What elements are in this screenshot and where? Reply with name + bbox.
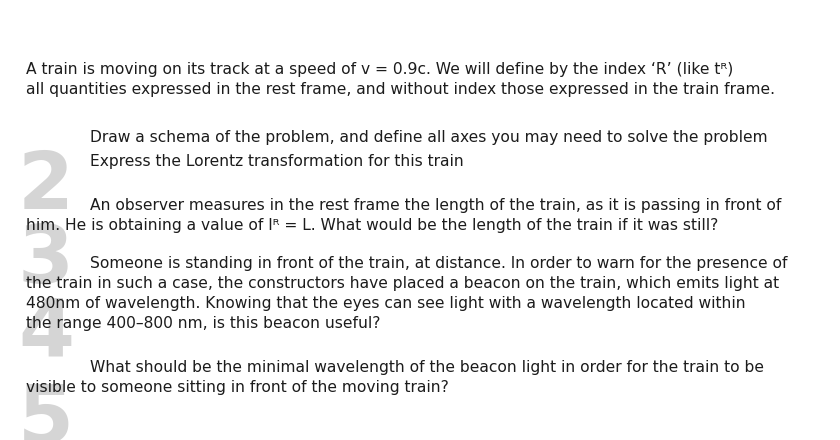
Text: 2: 2 — [18, 148, 74, 226]
Text: visible to someone sitting in front of the moving train?: visible to someone sitting in front of t… — [26, 380, 449, 395]
Text: 4: 4 — [18, 296, 74, 374]
Text: Draw a schema of the problem, and define all axes you may need to solve the prob: Draw a schema of the problem, and define… — [90, 130, 768, 145]
Text: 5: 5 — [18, 382, 74, 440]
Text: all quantities expressed in the rest frame, and without index those expressed in: all quantities expressed in the rest fra… — [26, 82, 775, 97]
Text: Someone is standing in front of the train, at distance. In order to warn for the: Someone is standing in front of the trai… — [90, 256, 788, 271]
Text: A train is moving on its track at a speed of v = 0.9c. We will define by the ind: A train is moving on its track at a spee… — [26, 62, 733, 77]
Text: him. He is obtaining a value of lᴿ = L. What would be the length of the train if: him. He is obtaining a value of lᴿ = L. … — [26, 218, 718, 233]
Text: 3: 3 — [18, 222, 74, 300]
Text: 480nm of wavelength. Knowing that the eyes can see light with a wavelength locat: 480nm of wavelength. Knowing that the ey… — [26, 296, 746, 311]
Text: An observer measures in the rest frame the length of the train, as it is passing: An observer measures in the rest frame t… — [90, 198, 781, 213]
Text: the train in such a case, the constructors have placed a beacon on the train, wh: the train in such a case, the constructo… — [26, 276, 780, 291]
Text: Express the Lorentz transformation for this train: Express the Lorentz transformation for t… — [90, 154, 464, 169]
Text: What should be the minimal wavelength of the beacon light in order for the train: What should be the minimal wavelength of… — [90, 360, 764, 375]
Text: the range 400–800 nm, is this beacon useful?: the range 400–800 nm, is this beacon use… — [26, 316, 381, 331]
